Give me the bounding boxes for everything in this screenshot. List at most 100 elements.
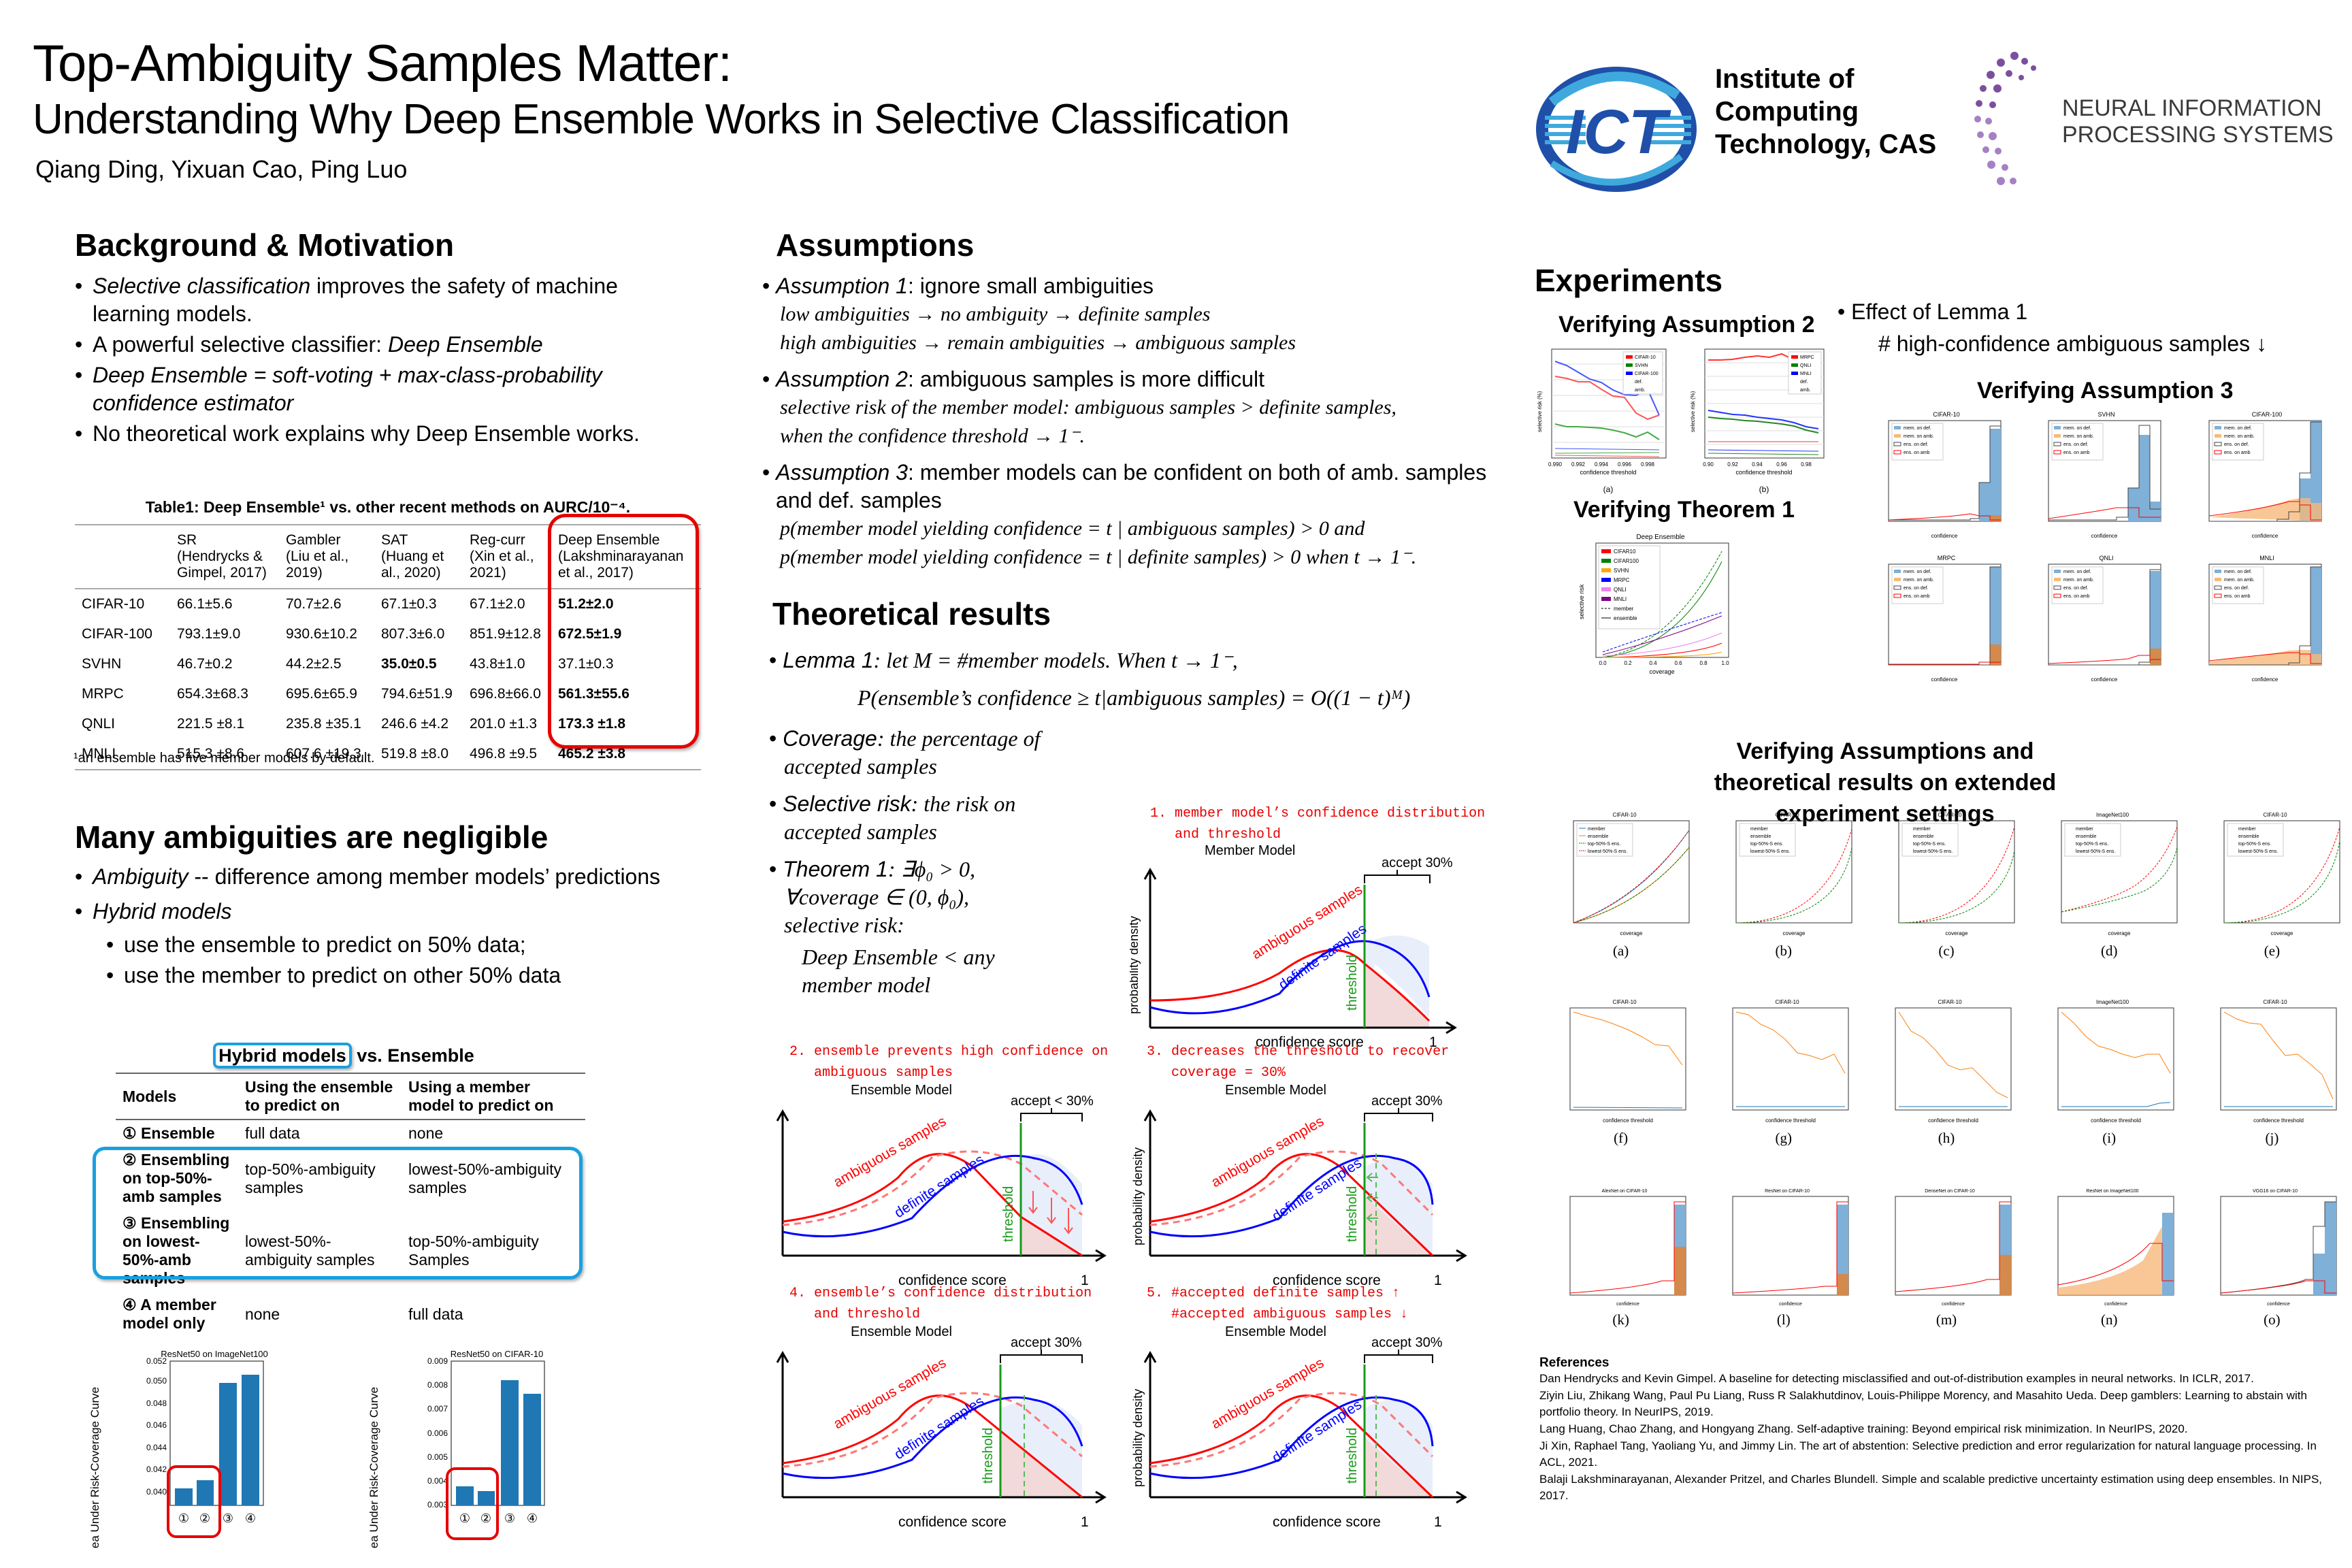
svg-text:mem. on def.: mem. on def.	[2224, 426, 2252, 431]
histogram-panel: CIFAR-10 mem. on def. mem. on amb. ens. on …	[1868, 408, 2024, 548]
theorem1-chart: Deep Ensemble CIFAR10 CIFAR100 SVHN MRPC…	[1575, 531, 1732, 681]
svg-text:ambiguous samples: ambiguous samples	[1209, 1355, 1326, 1432]
svg-text:accept 30%: accept 30%	[1011, 1335, 1082, 1350]
svg-text:threshold: threshold	[1001, 1186, 1016, 1242]
svg-text:QNLI: QNLI	[1800, 363, 1811, 368]
svg-text:mem. on amb.: mem. on amb.	[1904, 434, 1934, 439]
svg-text:confidence: confidence	[2251, 676, 2278, 683]
svg-text:ambiguous samples: ambiguous samples	[1249, 882, 1365, 962]
svg-text:ambiguous samples: ambiguous samples	[831, 1355, 949, 1432]
svg-text:selective risk (%): selective risk (%)	[1690, 391, 1696, 432]
svg-text:ensemble: ensemble	[1750, 834, 1771, 839]
authors: Qiang Ding, Yixuan Cao, Ping Luo	[35, 155, 408, 183]
extended-row-risk-coverage: CIFAR-10 member ensemble top-50%-S ens. lowe…	[1545, 810, 2348, 973]
svg-text:probability density: probability density	[1130, 916, 1141, 1014]
table-row: QNLI 221.5 ±8.1 235.8 ±35.1 246.6 ±4.2 201.0…	[82, 716, 626, 732]
svg-text:③: ③	[223, 1512, 233, 1525]
svg-text:②: ②	[199, 1512, 210, 1525]
background-bullet: No theoretical work explains why Deep En…	[75, 420, 674, 448]
reference-item: Ziyin Liu, Zhikang Wang, Paul Pu Liang, …	[1539, 1388, 2307, 1419]
svg-text:selective risk (%): selective risk (%)	[1537, 391, 1543, 432]
svg-text:0.044: 0.044	[146, 1443, 167, 1452]
assumption2-chart-b: MRPC QNLI MNLI def. amb. 0.90 0.92 0.94 0.96…	[1688, 344, 1831, 497]
svg-text:confidence: confidence	[1779, 1302, 1802, 1307]
svg-text:mem. on def.: mem. on def.	[2224, 570, 2252, 574]
svg-text:member: member	[1913, 827, 1931, 832]
svg-text:ens. on def.: ens. on def.	[2063, 586, 2089, 591]
table-row: ② Ensembling on top-50%-amb samples top-5…	[122, 1151, 561, 1205]
svg-text:CIFAR-10: CIFAR-10	[1775, 999, 1799, 1005]
svg-text:confidence: confidence	[2251, 533, 2278, 539]
svg-text:member: member	[1750, 827, 1768, 832]
svg-text:definite samples: definite samples	[892, 1393, 987, 1463]
table-row: ① Ensemble full data none	[122, 1124, 444, 1142]
svg-text:mem. on amb.: mem. on amb.	[2224, 434, 2255, 439]
svg-text:mem. on def.: mem. on def.	[2063, 570, 2091, 574]
heading-verifying-assumption-3: Verifying Assumption 3	[1977, 378, 2234, 404]
svg-text:mem. on amb.: mem. on amb.	[2224, 578, 2255, 583]
svg-text:ResNet on CIFAR-10: ResNet on CIFAR-10	[1765, 1189, 1810, 1194]
table1-caption: Table1: Deep Ensemble¹ vs. other recent …	[145, 498, 631, 516]
svg-text:CIFAR-100: CIFAR-100	[2251, 411, 2282, 418]
references-section: References Dan Hendrycks and Kevin Gimpe…	[1539, 1356, 2342, 1505]
svg-text:confidence: confidence	[2104, 1302, 2127, 1307]
svg-text:CIFAR10: CIFAR10	[1614, 549, 1636, 555]
svg-text:mem. on amb.: mem. on amb.	[1904, 578, 1934, 583]
svg-text:def.: def.	[1635, 380, 1643, 385]
svg-text:threshold: threshold	[1345, 1186, 1360, 1242]
section-heading-assumptions: Assumptions	[776, 227, 975, 263]
svg-text:confidence threshold: confidence threshold	[1603, 1117, 1653, 1124]
diagram-step-4: 4. ensemble’s confidence distribution an…	[776, 1283, 1130, 1530]
heading-verifying-theorem-1: Verifying Theorem 1	[1573, 497, 1795, 523]
svg-text:ens. on amb: ens. on amb	[2063, 594, 2090, 599]
aurc-bar-chart-cifar10: ResNet50 on CIFAR-10 Area Under Risk-Cov…	[340, 1344, 612, 1560]
svg-text:threshold: threshold	[1345, 1428, 1360, 1484]
svg-text:0.0: 0.0	[1599, 660, 1607, 666]
extended-row-threshold-risk: CIFAR-10 confidence threshold (f) CIFAR-10…	[1545, 997, 2348, 1167]
svg-text:SVHN: SVHN	[1635, 363, 1648, 368]
table-row: CIFAR-100 793.1±9.0 930.6±10.2 807.3±6.0 851…	[82, 626, 622, 642]
svg-text:confidence threshold: confidence threshold	[1928, 1117, 1978, 1124]
svg-text:coverage: coverage	[1782, 930, 1805, 936]
svg-text:ResNet50 on ImageNet100: ResNet50 on ImageNet100	[161, 1349, 268, 1359]
svg-text:ImageNet100: ImageNet100	[2096, 999, 2129, 1005]
section-heading-ambiguities: Many ambiguities are negligible	[75, 819, 549, 855]
lemma-effect: • Effect of Lemma 1 # high-confidence am…	[1838, 299, 2267, 356]
svg-text:MRPC: MRPC	[1800, 355, 1814, 360]
svg-text:④: ④	[245, 1512, 256, 1525]
svg-text:1.0: 1.0	[1721, 660, 1729, 666]
table-row: ③ Ensembling on lowest-50%-amb samples lo…	[122, 1214, 539, 1287]
background-bullet: A powerful selective classifier: Deep En…	[75, 331, 674, 359]
svg-text:0.003: 0.003	[427, 1500, 448, 1509]
svg-text:0.009: 0.009	[427, 1356, 448, 1366]
diagram-step-3: 3. decreases the threshold to recover co…	[1130, 1041, 1497, 1288]
histogram-panel: CIFAR-100 mem. on def. mem. on amb. ens. on…	[2189, 408, 2345, 548]
svg-text:ImageNet100: ImageNet100	[2096, 812, 2129, 818]
svg-text:confidence threshold: confidence threshold	[2091, 1117, 2141, 1124]
svg-text:lowest-50%-S ens.: lowest-50%-S ens.	[1913, 849, 1953, 854]
table1-header: SAT (Huang et al., 2020)	[381, 532, 444, 581]
svg-text:selective risk: selective risk	[1578, 584, 1585, 619]
svg-text:confidence threshold: confidence threshold	[1735, 469, 1792, 476]
deep-ensemble-highlight-box	[548, 514, 699, 749]
histogram-panel: QNLI mem. on def. mem. on amb. ens. on def.…	[2028, 552, 2184, 691]
svg-text:①: ①	[459, 1512, 470, 1525]
svg-text:top-50%-S ens.: top-50%-S ens.	[1588, 842, 1620, 847]
svg-text:SVHN: SVHN	[2098, 411, 2115, 418]
svg-text:probability density: probability density	[1131, 1389, 1145, 1487]
svg-text:0.042: 0.042	[146, 1465, 167, 1474]
histogram-panel: MNLI mem. on def. mem. on amb. ens. on def.…	[2189, 552, 2345, 691]
svg-text:Ensemble Model: Ensemble Model	[1225, 1324, 1326, 1339]
svg-text:ens. on amb: ens. on amb	[1904, 594, 1930, 599]
svg-text:Ensemble Model: Ensemble Model	[1225, 1083, 1326, 1098]
svg-text:ambiguous samples: ambiguous samples	[1209, 1113, 1326, 1190]
section-heading-experiments: Experiments	[1535, 263, 1723, 298]
extended-panel: CIFAR-10 member ensemble top-50%-S ens. lowe…	[1708, 810, 1859, 973]
svg-text:Ensemble Model: Ensemble Model	[851, 1324, 952, 1339]
svg-text:ens. on amb: ens. on amb	[2224, 451, 2251, 455]
svg-text:MNLI: MNLI	[1614, 596, 1627, 602]
svg-text:member: member	[1614, 606, 1634, 612]
section-heading-theory: Theoretical results	[772, 596, 1051, 632]
svg-text:④: ④	[527, 1512, 538, 1525]
svg-text:0.4: 0.4	[1649, 660, 1657, 666]
